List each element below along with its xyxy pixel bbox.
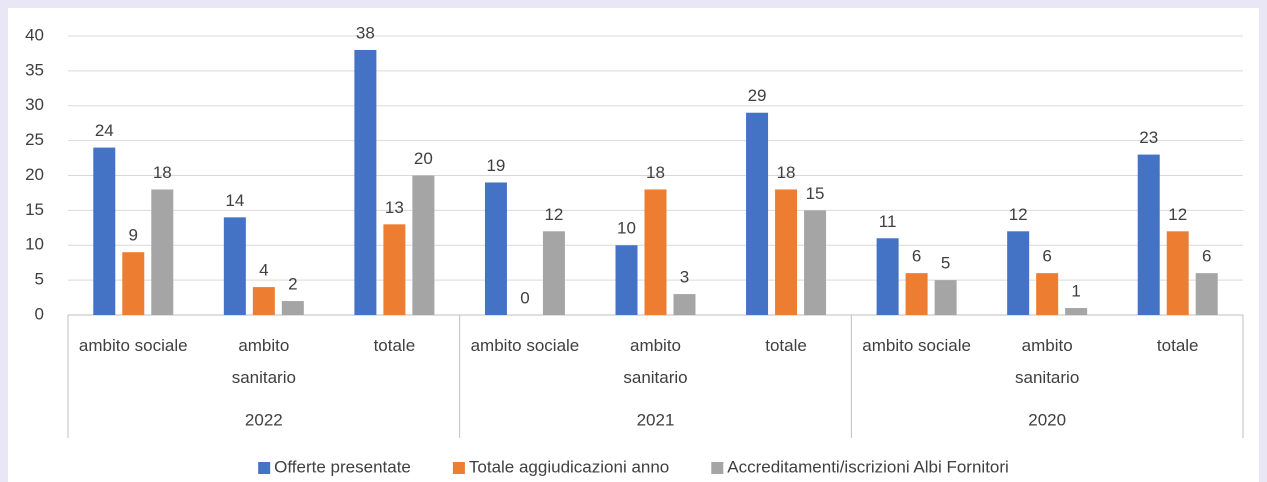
data-label: 19 bbox=[486, 156, 505, 175]
legend-label: Offerte presentate bbox=[274, 457, 411, 476]
data-label: 15 bbox=[806, 184, 825, 203]
group-label: 2022 bbox=[245, 410, 283, 429]
bar bbox=[1195, 273, 1218, 315]
x-tick-label: ambito sanitario bbox=[231, 336, 296, 387]
chart: 0510152025303540249181442381320202219012… bbox=[25, 23, 1244, 476]
data-label: 18 bbox=[777, 163, 796, 182]
bar bbox=[122, 252, 145, 315]
legend-label: Accreditamenti/iscrizioni Albi Fornitori bbox=[727, 457, 1009, 476]
bar bbox=[93, 147, 116, 315]
x-tick-label: ambito sanitario bbox=[1015, 336, 1080, 387]
y-tick-label: 35 bbox=[25, 60, 44, 79]
group-label: 2020 bbox=[1028, 410, 1066, 429]
bar bbox=[542, 231, 565, 315]
bar bbox=[934, 280, 957, 315]
chart-container: 0 5 10 15 20 25 30 35 40 24 9 18 14 4 2 38 13 20 2022 19 0 12… bbox=[8, 8, 1259, 482]
y-tick-label: 25 bbox=[25, 130, 44, 149]
data-label: 6 bbox=[912, 247, 921, 266]
data-label: 12 bbox=[1168, 205, 1187, 224]
bar bbox=[673, 294, 696, 315]
bar bbox=[1036, 273, 1059, 315]
data-label: 1 bbox=[1071, 282, 1080, 301]
y-tick-label: 15 bbox=[25, 200, 44, 219]
data-label: 6 bbox=[1042, 247, 1051, 266]
data-label: 18 bbox=[153, 163, 172, 182]
data-label: 10 bbox=[617, 219, 636, 238]
data-label: 5 bbox=[941, 254, 950, 273]
y-tick-label: 20 bbox=[25, 165, 44, 184]
x-tick-label: totale bbox=[765, 336, 807, 355]
legend-swatch bbox=[711, 462, 724, 474]
data-label: 38 bbox=[356, 23, 375, 42]
data-label: 0 bbox=[520, 288, 529, 307]
y-tick-label: 10 bbox=[25, 235, 44, 254]
data-label: 11 bbox=[879, 212, 897, 231]
legend-label: Totale aggiudicazioni anno bbox=[469, 457, 669, 476]
data-label: 13 bbox=[385, 198, 404, 217]
bar bbox=[252, 287, 275, 315]
data-label: 18 bbox=[646, 163, 665, 182]
bar bbox=[905, 273, 928, 315]
data-label: 14 bbox=[225, 191, 244, 210]
y-tick-label: 30 bbox=[25, 95, 44, 114]
bar bbox=[644, 189, 667, 315]
x-tick-label: ambito sociale bbox=[78, 336, 188, 355]
bar bbox=[1166, 231, 1189, 315]
bar bbox=[484, 182, 507, 315]
bar bbox=[804, 210, 827, 315]
y-tick-label: 0 bbox=[35, 304, 44, 323]
x-tick-label: ambito sociale bbox=[862, 336, 971, 355]
legend-swatch bbox=[258, 462, 271, 474]
data-label: 4 bbox=[259, 261, 268, 280]
data-label: 29 bbox=[748, 86, 767, 105]
data-label: 12 bbox=[1009, 205, 1028, 224]
x-tick-label: totale bbox=[1156, 336, 1199, 355]
bar bbox=[354, 49, 377, 315]
x-tick-label: totale bbox=[373, 336, 416, 355]
data-label: 12 bbox=[544, 205, 563, 224]
bar bbox=[223, 217, 246, 315]
group-label: 2021 bbox=[637, 410, 675, 429]
bar bbox=[383, 224, 406, 315]
data-label: 23 bbox=[1139, 128, 1158, 147]
bar bbox=[1007, 231, 1030, 315]
bar bbox=[412, 175, 435, 315]
x-tick-label: ambito sanitario bbox=[623, 336, 688, 387]
data-label: 24 bbox=[95, 121, 114, 140]
x-tick-label: ambito sociale bbox=[470, 336, 580, 355]
y-tick-label: 40 bbox=[25, 25, 44, 44]
bar bbox=[281, 301, 304, 315]
bar bbox=[1065, 308, 1088, 315]
data-label: 9 bbox=[129, 226, 138, 245]
bar bbox=[746, 112, 769, 315]
bar bbox=[876, 238, 899, 315]
bar bbox=[1137, 154, 1160, 315]
legend-swatch bbox=[452, 462, 465, 474]
bar bbox=[775, 189, 798, 315]
data-label: 20 bbox=[414, 149, 433, 168]
y-tick-label: 5 bbox=[35, 270, 44, 289]
bar bbox=[151, 189, 174, 315]
data-label: 2 bbox=[288, 275, 297, 294]
data-label: 3 bbox=[680, 268, 689, 287]
bar bbox=[615, 245, 638, 315]
data-label: 6 bbox=[1202, 247, 1211, 266]
